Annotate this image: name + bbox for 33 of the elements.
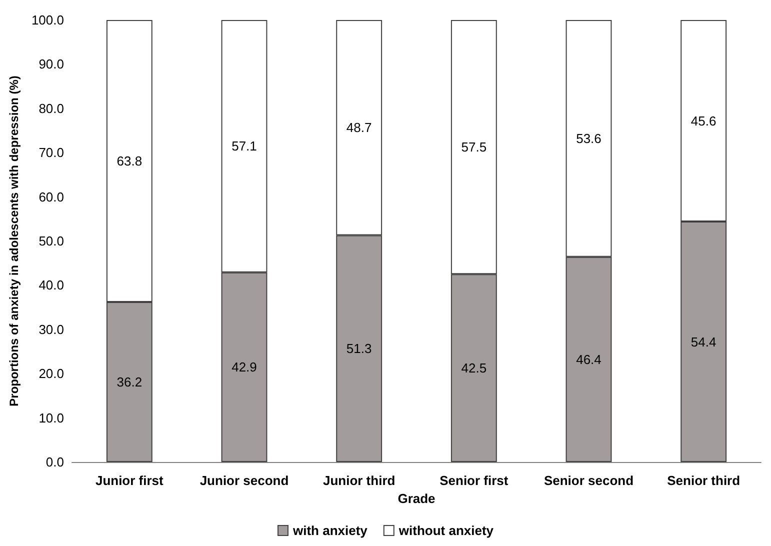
legend-label: with anxiety	[292, 523, 368, 538]
x-axis-title: Grade	[398, 491, 436, 506]
y-tick-label: 10.0	[38, 410, 64, 426]
y-tick-label: 0.0	[46, 454, 64, 470]
data-label: 63.8	[116, 154, 142, 168]
legend-label: without anxiety	[398, 523, 494, 538]
y-tick-label: 20.0	[38, 366, 64, 382]
data-label: 54.4	[690, 334, 716, 350]
data-label: 42.5	[461, 360, 487, 376]
y-tick-label: 80.0	[38, 100, 64, 116]
x-tick-label: Junior second	[200, 473, 289, 488]
y-tick-label: 30.0	[38, 322, 64, 337]
data-label: 51.3	[346, 341, 372, 356]
data-label: 48.7	[346, 120, 372, 136]
y-tick-label: 40.0	[38, 278, 64, 293]
data-label: 53.6	[576, 130, 602, 146]
x-tick-label: Junior first	[95, 473, 164, 488]
x-tick-label: Junior third	[322, 473, 396, 488]
x-tick-label: Senior third	[667, 473, 740, 488]
data-label: 36.2	[116, 374, 142, 390]
y-tick-label: 100.0	[31, 12, 64, 28]
x-tick-label: Senior second	[544, 473, 634, 488]
data-label: 57.1	[232, 138, 257, 154]
y-tick-label: 60.0	[38, 189, 64, 204]
data-label: 42.9	[232, 360, 257, 375]
data-label: 46.4	[576, 352, 602, 367]
y-tick-label: 90.0	[38, 56, 64, 72]
data-label: 57.5	[461, 140, 487, 155]
y-tick-label: 50.0	[38, 234, 64, 248]
y-tick-label: 70.0	[38, 145, 64, 160]
y-axis-title: Proportions of anxiety in adolescents with depression (%)	[7, 76, 21, 406]
data-label: 45.6	[690, 113, 716, 128]
x-tick-label: Senior first	[440, 473, 509, 488]
